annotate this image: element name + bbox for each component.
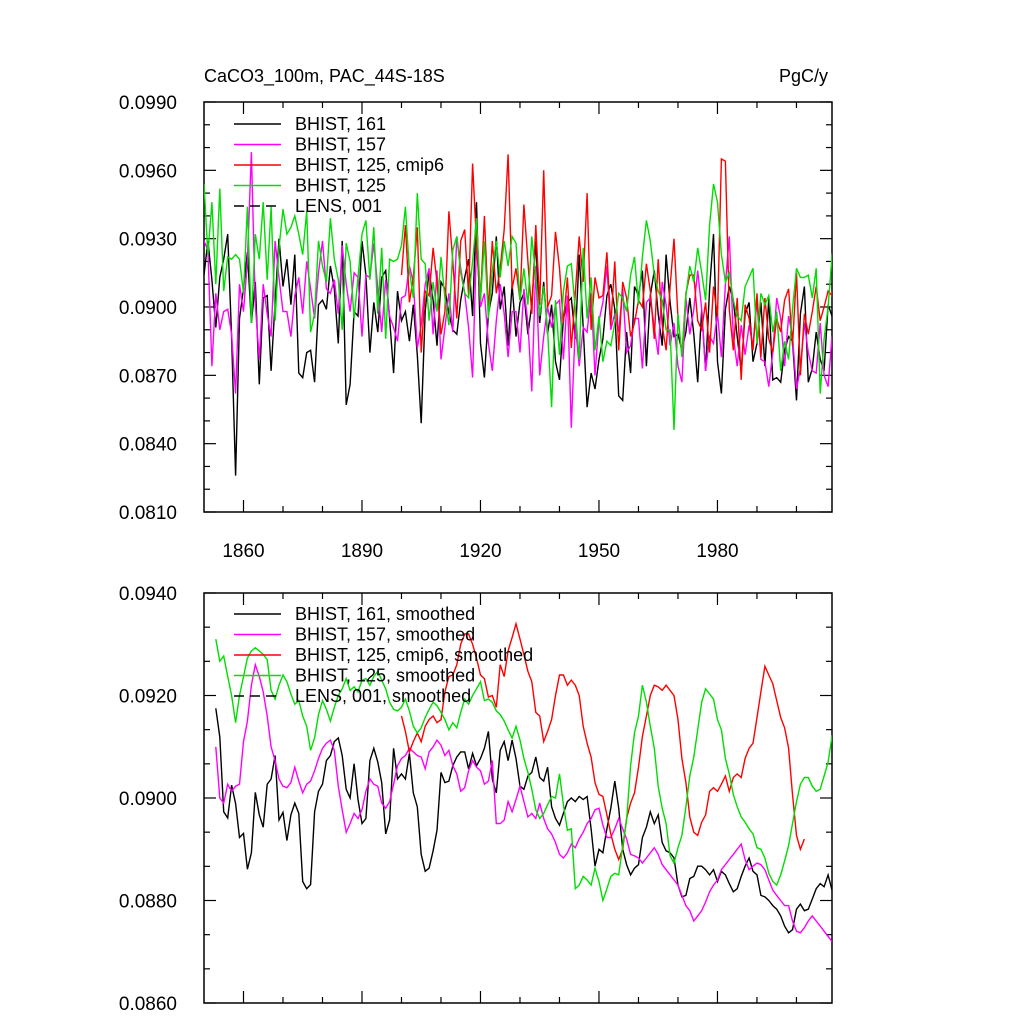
legend-label: LENS, 001: [295, 196, 382, 216]
y-tick-label: 0.0870: [119, 366, 177, 387]
bottom-chart-panel: 0.0940 0.0920 0.0900 0.0880 0.0860 BHIST, 161…: [119, 584, 833, 1015]
legend-label: BHIST, 125, smoothed: [295, 666, 475, 686]
y-tick-label: 0.0840: [119, 435, 177, 456]
series-line-3: [204, 183, 832, 431]
legend-label: BHIST, 125, cmip6, smoothed: [295, 645, 533, 665]
series-line-3: [215, 638, 832, 904]
series-line-2: [400, 621, 806, 862]
y-tick-label: 0.0940: [119, 584, 177, 605]
x-tick-label: 1860: [222, 541, 264, 562]
series-line-1: [215, 661, 832, 942]
y-tick-label: 0.0900: [119, 789, 177, 810]
y-tick-label: 0.0920: [119, 687, 177, 708]
series-line-0: [204, 202, 832, 476]
y-tick-label: 0.0860: [119, 994, 177, 1015]
y-tick-label: 0.0930: [119, 230, 177, 251]
top-chart-panel: CaCO3_100m, PAC_44S-18S PgC/y 0.0990 0.09…: [119, 66, 833, 562]
legend-label: BHIST, 161: [295, 114, 386, 134]
y-tick-label: 0.0900: [119, 298, 177, 319]
legend-label: BHIST, 157, smoothed: [295, 625, 475, 645]
x-tick-label: 1980: [696, 541, 738, 562]
legend-label: BHIST, 125: [295, 176, 386, 196]
y-tick-label: 0.0810: [119, 503, 177, 524]
x-tick-label: 1950: [578, 541, 620, 562]
x-tick-label: 1890: [341, 541, 383, 562]
series-line-0: [215, 708, 832, 934]
units-label: PgC/y: [779, 66, 828, 86]
y-tick-label: 0.0960: [119, 161, 177, 182]
legend-label: BHIST, 125, cmip6: [295, 155, 444, 175]
x-tick-label: 1920: [459, 541, 501, 562]
legend-label: BHIST, 157: [295, 135, 386, 155]
series-line-2: [400, 154, 832, 380]
legend-label: LENS, 001, smoothed: [295, 686, 471, 706]
chart-title: CaCO3_100m, PAC_44S-18S: [204, 66, 445, 87]
y-tick-label: 0.0880: [119, 892, 177, 913]
legend-label: BHIST, 161, smoothed: [295, 604, 475, 624]
y-tick-label: 0.0990: [119, 93, 177, 114]
